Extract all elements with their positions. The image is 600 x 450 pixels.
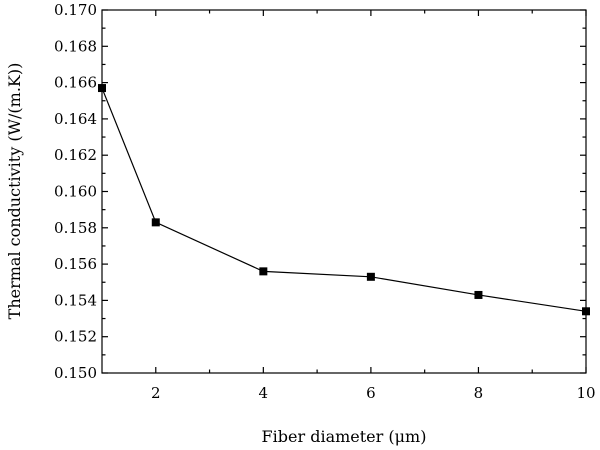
data-series (98, 84, 590, 316)
y-tick-label: 0.154 (54, 291, 97, 309)
y-tick-label: 0.166 (54, 74, 97, 92)
y-tick-label: 0.150 (54, 364, 97, 382)
y-tick-label: 0.168 (54, 37, 97, 55)
y-tick-label: 0.152 (54, 328, 97, 346)
x-tick-label: 4 (259, 384, 269, 402)
x-tick-label: 10 (576, 384, 595, 402)
y-tick-label: 0.156 (54, 255, 97, 273)
x-axis-title: Fiber diameter (μm) (262, 427, 427, 446)
data-point (259, 267, 268, 276)
tick-labels: 0.150 0.152 0.154 0.156 0.158 0.160 0.162 0.164… (54, 1, 596, 402)
x-tick-label: 2 (151, 384, 161, 402)
y-tick-label: 0.164 (54, 110, 97, 128)
y-axis-title: Thermal conductivity (W/(m.K)) (5, 63, 24, 320)
series-line (101, 87, 587, 312)
y-tick-label: 0.162 (54, 146, 97, 164)
plot-frame (101, 9, 587, 374)
y-tick-label: 0.158 (54, 219, 97, 237)
data-point (582, 307, 590, 316)
x-tick-label: 8 (474, 384, 484, 402)
axis-ticks (102, 9, 587, 374)
data-point (474, 290, 483, 299)
y-tick-label: 0.160 (54, 183, 97, 201)
data-point (366, 272, 375, 281)
data-point (151, 218, 160, 227)
y-tick-label: 0.170 (54, 1, 97, 19)
x-tick-label: 6 (366, 384, 376, 402)
data-point (98, 84, 106, 93)
